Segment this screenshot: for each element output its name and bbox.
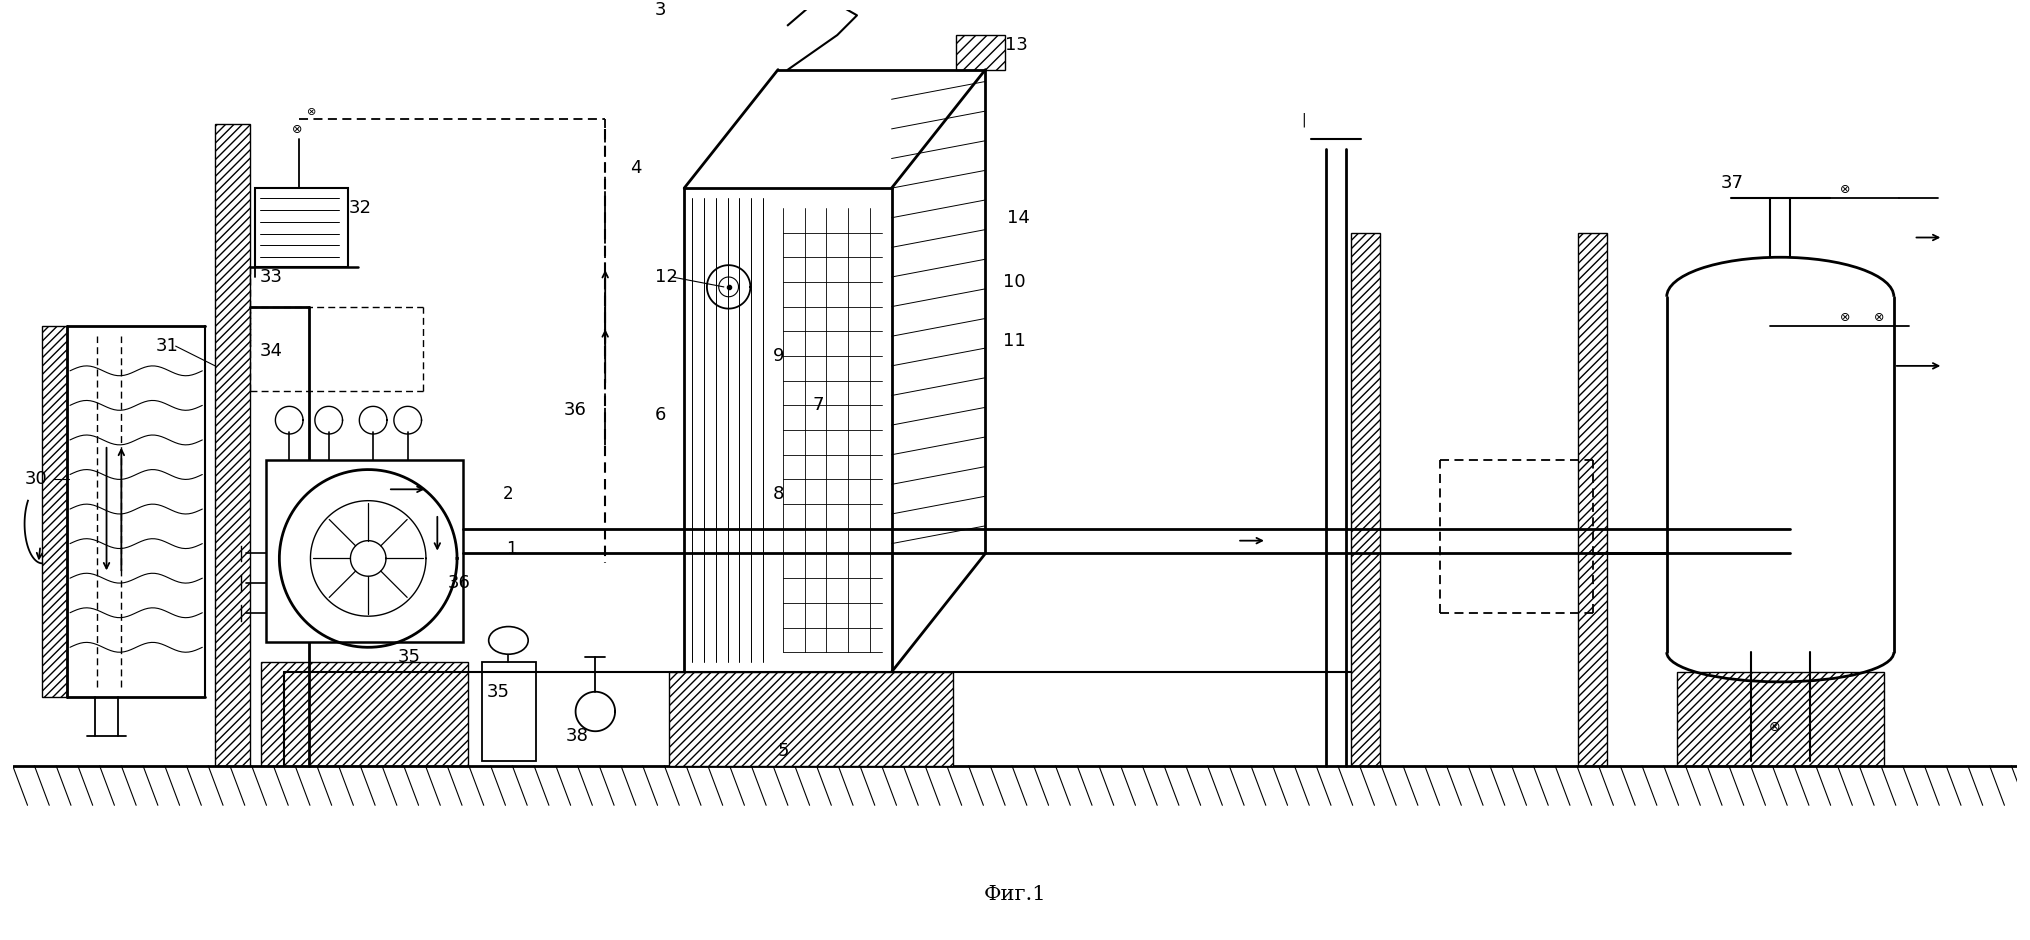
Text: |: | [1301, 113, 1305, 128]
Text: 38: 38 [566, 728, 589, 745]
Bar [266, 460, 463, 642]
Text: ⊗: ⊗ [1874, 311, 1884, 324]
Text: 35: 35 [398, 649, 420, 666]
Text: Фиг.1: Фиг.1 [985, 885, 1045, 903]
Text: ⊗: ⊗ [292, 123, 302, 136]
Bar [956, 35, 1005, 70]
Text: 12: 12 [654, 268, 678, 286]
Text: ⊗: ⊗ [1839, 311, 1849, 324]
Text: 30: 30 [24, 470, 47, 489]
Bar [254, 188, 349, 267]
Ellipse shape [489, 627, 528, 654]
Text: 3: 3 [654, 1, 666, 20]
Text: 31: 31 [156, 337, 179, 355]
Text: 2: 2 [503, 485, 514, 503]
Text: 1: 1 [505, 540, 518, 557]
Text: 13: 13 [1005, 36, 1027, 54]
Bar [481, 662, 536, 760]
Text: 10: 10 [1003, 273, 1025, 291]
Bar [260, 662, 469, 766]
Text: 14: 14 [1007, 209, 1029, 227]
Text: 36: 36 [564, 401, 587, 419]
Bar [215, 124, 250, 766]
Text: 35: 35 [487, 682, 510, 700]
Text: 8: 8 [773, 485, 784, 503]
Text: 9: 9 [773, 347, 784, 365]
Text: ⊗: ⊗ [1768, 720, 1780, 734]
Text: 34: 34 [260, 342, 282, 360]
Text: 11: 11 [1003, 332, 1025, 351]
Text: 32: 32 [349, 199, 371, 217]
Text: 37: 37 [1721, 174, 1744, 192]
Bar [1677, 672, 1884, 766]
Text: ⊗: ⊗ [307, 107, 317, 118]
Text: 4: 4 [629, 160, 641, 178]
Text: 6: 6 [654, 406, 666, 424]
Text: ⊗: ⊗ [1839, 183, 1849, 196]
Text: 36: 36 [447, 574, 471, 592]
Text: 7: 7 [812, 397, 824, 415]
Bar [1577, 232, 1608, 766]
Bar [1350, 232, 1380, 766]
Text: 33: 33 [260, 268, 282, 286]
Bar [43, 326, 67, 697]
Text: 5: 5 [777, 742, 790, 760]
Bar [670, 672, 952, 766]
